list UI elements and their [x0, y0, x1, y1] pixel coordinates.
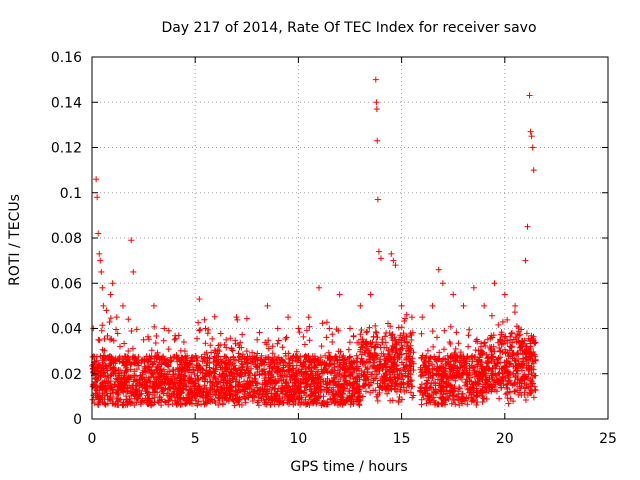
data-point: [419, 314, 426, 321]
data-point: [375, 248, 382, 255]
data-point: [150, 302, 157, 309]
chart-title: Day 217 of 2014, Rate Of TEC Index for r…: [161, 20, 536, 36]
y-tick-label: 0.08: [51, 231, 82, 247]
data-point: [429, 302, 436, 309]
x-tick-label: 15: [393, 431, 411, 447]
data-point: [390, 257, 397, 264]
background-point-cloud: [89, 309, 539, 409]
data-point: [326, 325, 333, 332]
data-point: [512, 302, 519, 309]
data-point: [347, 325, 353, 332]
x-tick-label: 20: [496, 431, 514, 447]
data-point: [367, 291, 374, 298]
data-point: [161, 325, 168, 332]
axes: 0 5 10 15 20 25 0 0.02 0.04 0.06 0.08 0.1 0.12 0.14 0.…: [51, 50, 617, 447]
data-point: [439, 280, 446, 287]
data-point: [119, 302, 126, 309]
data-point: [113, 314, 120, 321]
data-point: [264, 302, 271, 309]
data-point: [530, 167, 537, 174]
data-point: [196, 296, 203, 303]
data-point: [528, 133, 535, 140]
data-point: [357, 302, 364, 309]
data-point: [181, 348, 188, 355]
data-point: [140, 336, 147, 343]
y-tick-label: 0.1: [60, 186, 82, 202]
data-point: [254, 336, 261, 343]
data-point: [374, 196, 381, 203]
y-tick-label: 0.04: [51, 322, 82, 338]
data-point: [103, 307, 110, 314]
data-point: [305, 314, 312, 321]
data-point: [526, 92, 533, 99]
data-point: [212, 348, 219, 355]
data-point: [223, 336, 230, 343]
data-point: [202, 325, 209, 332]
y-tick-label: 0.16: [51, 50, 82, 66]
data-point: [285, 314, 292, 321]
x-tick-label: 10: [289, 431, 307, 447]
data-point: [398, 302, 405, 309]
data-point: [524, 223, 531, 230]
data-point: [100, 302, 107, 309]
data-point: [491, 280, 498, 287]
data-point: [109, 280, 116, 287]
data-point: [336, 291, 343, 298]
data-point: [374, 137, 381, 144]
data-point: [435, 266, 442, 273]
data-point: [527, 128, 534, 135]
data-point: [95, 230, 102, 237]
data-point: [450, 291, 457, 298]
data-point: [97, 257, 104, 264]
data-point: [470, 284, 477, 291]
data-point: [94, 194, 101, 201]
data-point: [233, 314, 240, 321]
data-point: [501, 291, 508, 298]
data-point: [171, 336, 178, 343]
x-tick-label: 0: [88, 431, 97, 447]
data-point: [373, 106, 380, 113]
y-tick-label: 0.06: [51, 276, 82, 292]
data-point: [377, 255, 384, 262]
data-point: [372, 76, 379, 83]
data-point: [388, 250, 395, 257]
x-tick-label: 5: [191, 431, 200, 447]
data-point: [522, 257, 529, 264]
data-point: [274, 325, 281, 332]
data-point: [243, 348, 250, 355]
data-point: [128, 237, 135, 244]
data-point: [373, 99, 380, 106]
grid-lines: [92, 57, 608, 419]
data-point: [316, 284, 323, 291]
data-point: [96, 250, 103, 257]
data-point: [107, 291, 114, 298]
x-tick-label: 25: [599, 431, 617, 447]
data-point: [392, 262, 399, 269]
y-tick-label: 0.14: [51, 95, 82, 111]
y-axis-label: ROTI / TECUs: [7, 194, 23, 286]
data-point: [130, 268, 137, 275]
data-point: [295, 325, 302, 332]
data-point: [408, 314, 415, 321]
x-axis-label: GPS time / hours: [290, 459, 407, 475]
data-points: [89, 76, 539, 409]
data-point: [93, 176, 100, 183]
data-point: [481, 302, 488, 309]
data-point: [460, 302, 467, 309]
data-point: [99, 284, 106, 291]
y-tick-label: 0.02: [51, 367, 82, 383]
data-point: [529, 144, 536, 151]
y-tick-label: 0.12: [51, 141, 82, 157]
y-tick-label: 0: [73, 412, 82, 428]
data-point: [98, 268, 105, 275]
